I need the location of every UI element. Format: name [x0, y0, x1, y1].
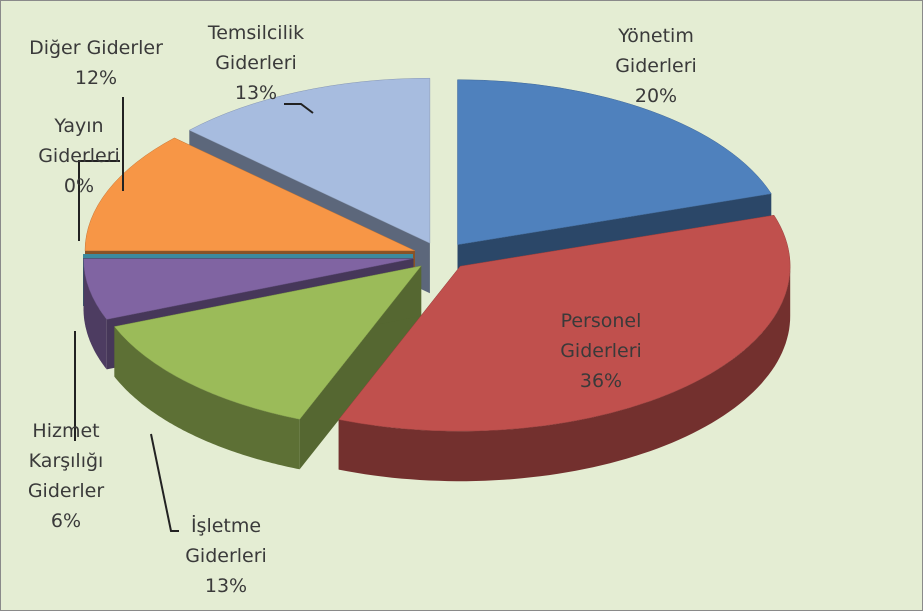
slice [188, 77, 431, 244]
slice-value: 36% [579, 370, 623, 392]
data-label: İşletme Giderleri 13% [156, 511, 296, 601]
leader-line [284, 103, 314, 114]
slice-wall [114, 326, 300, 470]
slice-wall [338, 265, 791, 482]
data-label: Hizmet Karşılığı Giderler 6% [16, 416, 116, 536]
slice-name: İşletme Giderleri [185, 515, 267, 567]
slice-name: Temsilcilik Giderleri [207, 22, 305, 74]
slice [338, 214, 791, 432]
data-label: Yönetim Giderleri 20% [586, 21, 726, 111]
slice-value: 13% [204, 575, 248, 597]
slice [83, 258, 414, 320]
slice-wall [83, 258, 107, 370]
data-label: Yayın Giderleri 0% [29, 111, 129, 201]
slice [457, 79, 772, 245]
data-label: Temsilcilik Giderleri 13% [176, 18, 336, 108]
slice [113, 265, 422, 420]
leader-line [78, 160, 120, 241]
slice-name: Yayın Giderleri [38, 115, 120, 167]
slice-value: 13% [234, 82, 278, 104]
slice-value: 6% [50, 510, 82, 532]
data-label: Personel Giderleri 36% [531, 306, 671, 396]
leader-line [150, 433, 179, 532]
slice-value: 0% [63, 175, 95, 197]
slice-name: Personel Giderleri [560, 310, 642, 362]
slice-name: Diğer Giderler [29, 37, 163, 59]
slice-value: 12% [74, 67, 118, 89]
slice-value: 20% [634, 85, 678, 107]
slice-name: Yönetim Giderleri [615, 25, 697, 77]
data-label: Diğer Giderler 12% [0, 33, 196, 93]
slice-name: Hizmet Karşılığı Giderler [27, 420, 105, 502]
slice [84, 137, 416, 252]
leader-lines [74, 97, 314, 532]
